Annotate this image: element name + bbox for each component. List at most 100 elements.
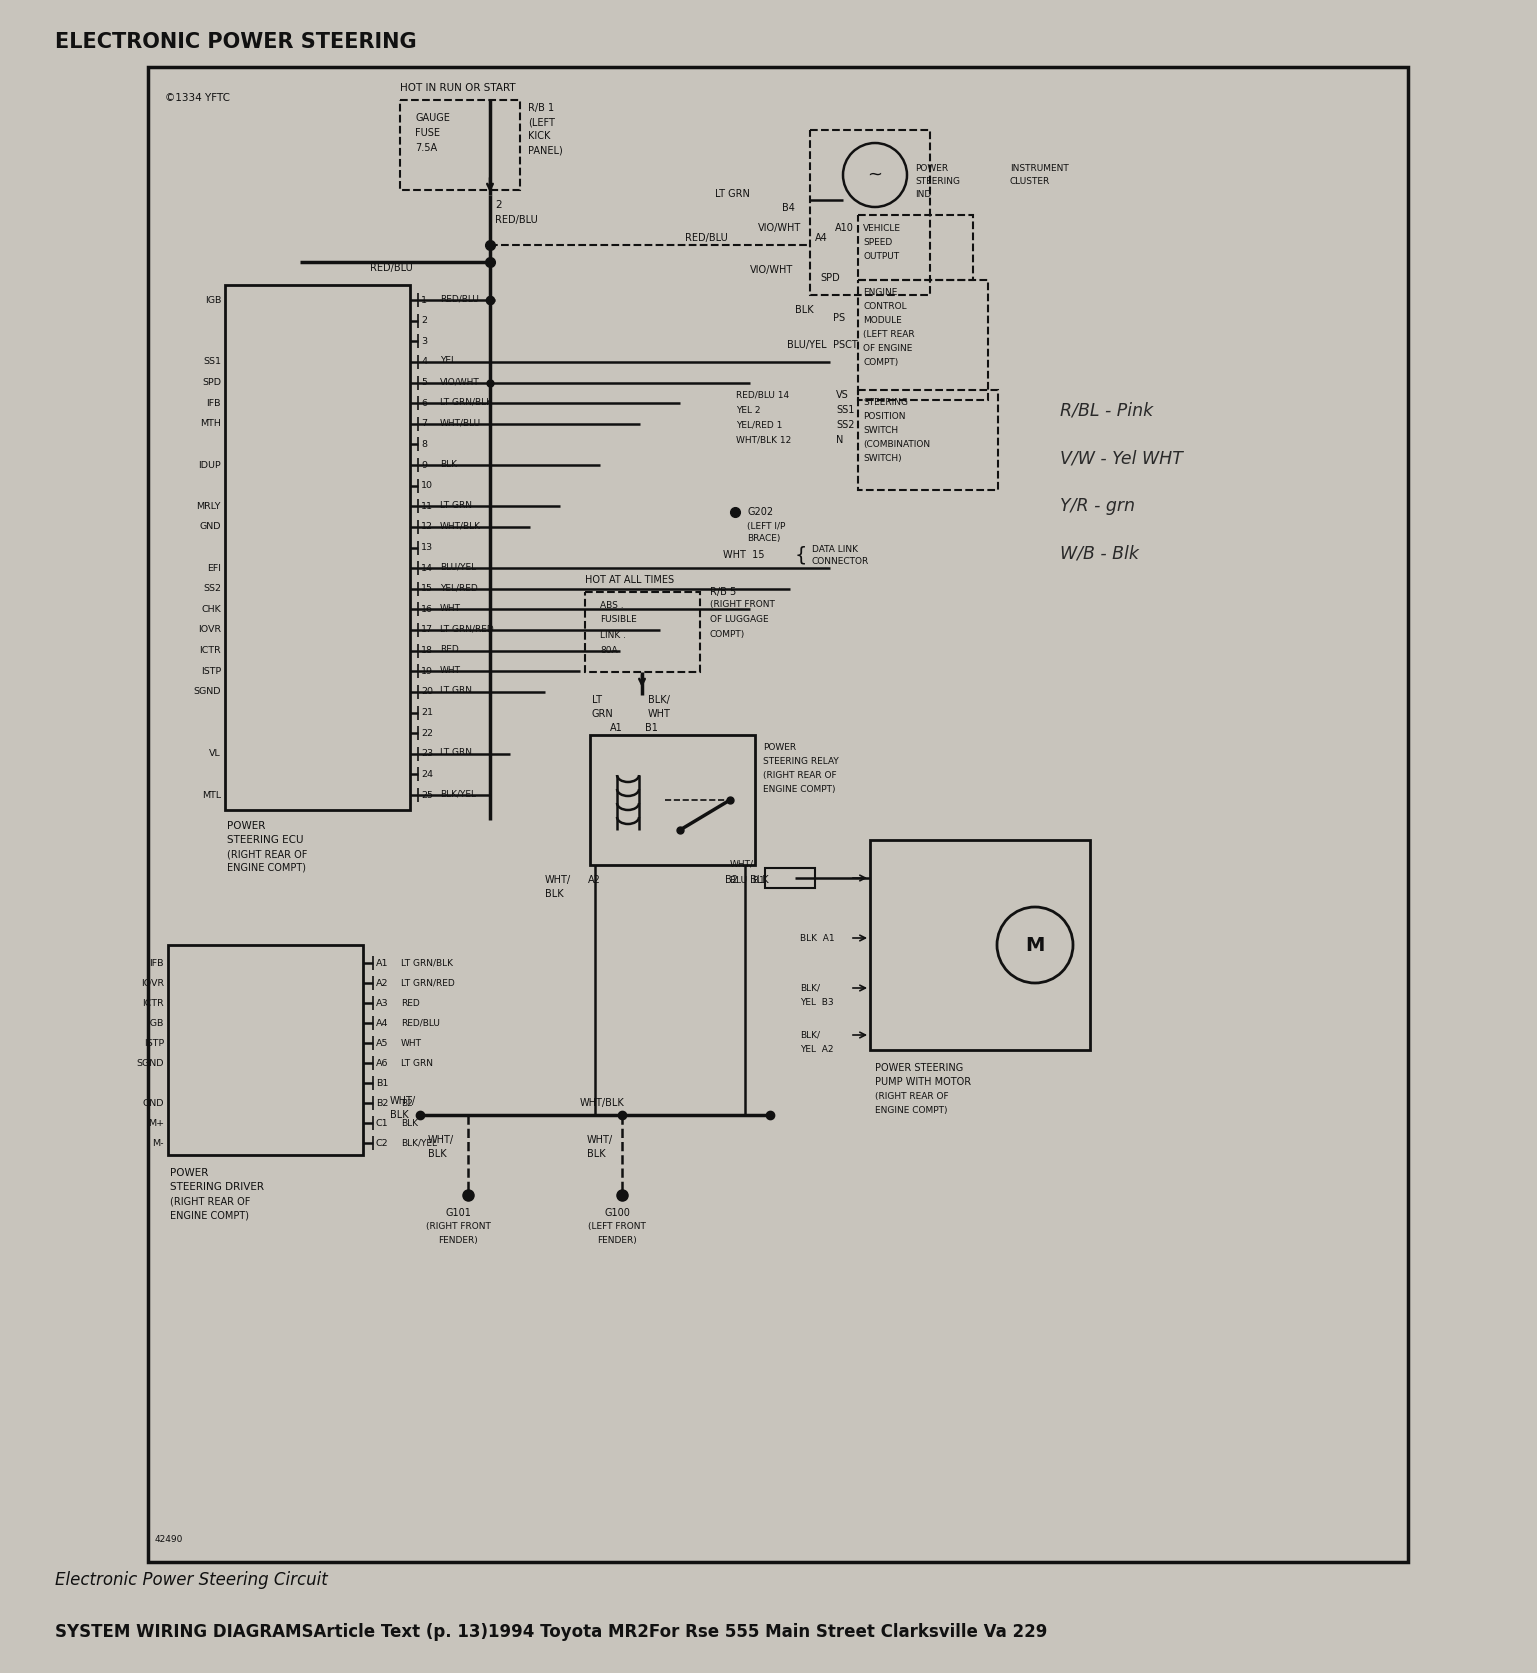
Text: A2: A2: [589, 875, 601, 885]
Text: BLK: BLK: [750, 875, 768, 885]
Text: SPEED: SPEED: [862, 238, 893, 246]
Text: A1: A1: [610, 723, 622, 733]
Text: WHT/: WHT/: [587, 1134, 613, 1144]
Text: A4: A4: [815, 233, 828, 243]
Text: YEL  A2: YEL A2: [799, 1044, 833, 1054]
Text: WHT: WHT: [401, 1039, 423, 1047]
Text: A3: A3: [377, 999, 389, 1007]
Text: WHT: WHT: [440, 666, 461, 674]
Text: OUTPUT: OUTPUT: [862, 251, 899, 261]
Text: MTH: MTH: [200, 420, 221, 428]
Bar: [590, 734, 755, 865]
Text: COMPT): COMPT): [710, 631, 745, 639]
Text: YEL 2: YEL 2: [736, 405, 761, 415]
Text: GND: GND: [200, 522, 221, 532]
Text: 10: 10: [421, 482, 433, 490]
Bar: [148, 67, 1408, 1563]
Text: VS: VS: [836, 390, 848, 400]
Bar: [765, 868, 815, 888]
Text: RED: RED: [401, 999, 420, 1007]
Text: PUMP WITH MOTOR: PUMP WITH MOTOR: [875, 1077, 971, 1087]
Text: YEL/RED: YEL/RED: [440, 584, 478, 592]
Text: LT GRN: LT GRN: [715, 189, 750, 199]
Text: IDUP: IDUP: [198, 460, 221, 470]
Text: POSITION: POSITION: [862, 412, 905, 420]
Text: IGB: IGB: [148, 1019, 164, 1027]
Bar: [400, 100, 520, 191]
Text: WHT/BLU: WHT/BLU: [440, 418, 481, 427]
Text: M+: M+: [148, 1119, 164, 1128]
Text: 24: 24: [421, 770, 433, 780]
Bar: [870, 840, 1090, 1051]
Text: BLU/YEL: BLU/YEL: [787, 340, 827, 350]
Text: {: {: [795, 545, 807, 564]
Bar: [858, 216, 973, 279]
Text: IOVR: IOVR: [141, 979, 164, 987]
Text: (RIGHT REAR OF: (RIGHT REAR OF: [762, 771, 836, 780]
Text: 16: 16: [421, 606, 433, 614]
Text: LT GRN: LT GRN: [401, 1059, 433, 1067]
Text: PS: PS: [833, 313, 845, 323]
Text: M: M: [1025, 935, 1045, 955]
Text: STEERING ECU: STEERING ECU: [227, 835, 303, 845]
Bar: [224, 284, 410, 810]
Text: M-: M-: [152, 1139, 164, 1148]
Text: STEERING: STEERING: [915, 176, 961, 186]
Text: GRN: GRN: [592, 709, 613, 719]
Text: LT GRN/BLK: LT GRN/BLK: [401, 959, 453, 967]
Text: 23: 23: [421, 750, 433, 758]
Text: ENGINE COMPT): ENGINE COMPT): [227, 862, 306, 872]
Text: (LEFT: (LEFT: [529, 117, 555, 127]
Text: STEERING RELAY: STEERING RELAY: [762, 756, 839, 766]
Text: 8: 8: [421, 440, 427, 448]
Text: BLK: BLK: [390, 1109, 409, 1119]
Text: GAUGE: GAUGE: [415, 114, 450, 124]
Bar: [586, 592, 699, 673]
Text: 21: 21: [421, 708, 433, 718]
Text: LT: LT: [592, 694, 603, 704]
Text: POWER: POWER: [915, 164, 948, 172]
Text: 5: 5: [421, 378, 427, 386]
Bar: [168, 945, 363, 1154]
Text: 3: 3: [421, 336, 427, 346]
Text: PSCT: PSCT: [833, 340, 858, 350]
Text: WHT/: WHT/: [390, 1096, 417, 1106]
Text: 12: 12: [421, 522, 433, 532]
Text: A10: A10: [835, 223, 855, 233]
Text: ENGINE COMPT): ENGINE COMPT): [762, 785, 836, 793]
Text: C1: C1: [377, 1119, 389, 1128]
Text: SPD: SPD: [201, 378, 221, 386]
Text: IGB: IGB: [204, 296, 221, 304]
Text: OF LUGGAGE: OF LUGGAGE: [710, 616, 768, 624]
Text: POWER: POWER: [227, 821, 266, 831]
Text: (RIGHT FRONT: (RIGHT FRONT: [426, 1223, 490, 1231]
Text: 9: 9: [421, 460, 427, 470]
Text: RED/BLU: RED/BLU: [686, 233, 727, 243]
Text: W/B - Blk: W/B - Blk: [1061, 545, 1139, 564]
Text: ICTR: ICTR: [143, 999, 164, 1007]
Text: RED/BLU: RED/BLU: [495, 216, 538, 224]
Text: (RIGHT REAR OF: (RIGHT REAR OF: [227, 848, 307, 858]
Text: ICTR: ICTR: [200, 646, 221, 656]
Text: STEERING DRIVER: STEERING DRIVER: [171, 1183, 264, 1191]
Text: B2: B2: [377, 1099, 389, 1108]
Text: 42490: 42490: [155, 1536, 183, 1544]
Text: CONTROL: CONTROL: [862, 301, 907, 311]
Text: (LEFT FRONT: (LEFT FRONT: [589, 1223, 646, 1231]
Text: CONNECTOR: CONNECTOR: [812, 557, 870, 567]
Text: FUSIBLE: FUSIBLE: [599, 616, 636, 624]
Text: BLK/YEL: BLK/YEL: [401, 1139, 437, 1148]
Text: VEHICLE: VEHICLE: [862, 224, 901, 233]
Text: POWER: POWER: [762, 743, 796, 751]
Text: WHT/BLK: WHT/BLK: [440, 522, 481, 530]
Text: BLU  B1: BLU B1: [730, 875, 765, 885]
Text: 22: 22: [421, 729, 433, 738]
Text: (LEFT REAR: (LEFT REAR: [862, 330, 915, 338]
Text: R/B 1: R/B 1: [529, 104, 555, 114]
Text: 7.5A: 7.5A: [415, 142, 437, 152]
Text: SWITCH: SWITCH: [862, 425, 898, 435]
Text: SS2: SS2: [203, 584, 221, 594]
Text: GND: GND: [143, 1099, 164, 1108]
Text: FENDER): FENDER): [438, 1236, 478, 1245]
Bar: [858, 390, 998, 490]
